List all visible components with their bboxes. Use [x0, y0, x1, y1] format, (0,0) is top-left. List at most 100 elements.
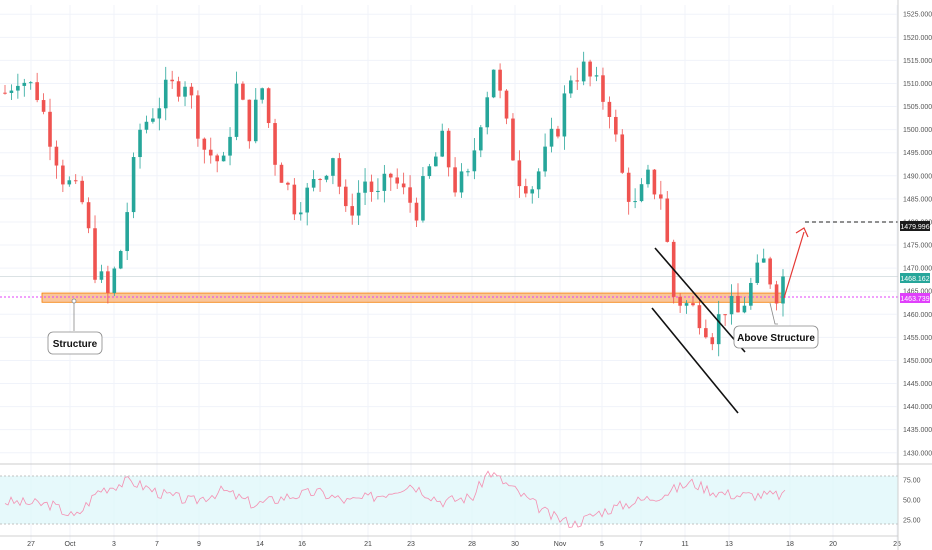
candle-body: [170, 79, 174, 82]
candle-body: [768, 258, 772, 285]
candle-body: [35, 82, 39, 101]
candle-body: [697, 305, 702, 329]
candle-body: [401, 183, 406, 188]
x-tick-label: 20: [829, 541, 837, 548]
candle-body: [279, 164, 284, 183]
candle-body: [80, 180, 84, 203]
candle-body: [54, 146, 59, 166]
candle-body: [620, 134, 625, 173]
oscillator-band: [0, 476, 898, 524]
candle-body: [16, 85, 20, 91]
y-tick-label: 1455.000: [903, 335, 932, 342]
candle-body: [234, 83, 239, 137]
x-tick-label: Nov: [554, 541, 567, 548]
x-tick-label: 14: [256, 541, 264, 548]
candle-body: [517, 160, 522, 187]
candle-body: [472, 150, 477, 172]
candle-body: [639, 184, 644, 202]
candle-body: [466, 171, 470, 173]
x-tick-label: 13: [725, 541, 733, 548]
candle-body: [331, 158, 335, 176]
candle-body: [144, 121, 149, 130]
y-tick-label: 1470.000: [903, 266, 932, 273]
candle-body: [594, 75, 599, 77]
above-structure-label: Above Structure: [737, 333, 815, 344]
candle-body: [260, 88, 264, 100]
y-tick-label: 1505.000: [903, 104, 932, 111]
x-tick-label: 23: [407, 541, 415, 548]
candle-body: [106, 271, 110, 293]
annotation-layer: [71, 221, 898, 414]
oscillator-line: [4, 470, 786, 528]
candle-body: [761, 258, 766, 263]
candle-body: [421, 176, 425, 221]
candle-body: [356, 192, 361, 216]
candle-body: [665, 198, 670, 242]
candle-body: [112, 268, 117, 293]
candle-body: [48, 111, 52, 147]
candle-body: [247, 99, 252, 142]
candle-body: [41, 100, 46, 112]
candle-body: [543, 146, 547, 172]
candle-body: [729, 295, 734, 315]
candle-body: [395, 177, 400, 184]
candle-body: [376, 190, 380, 192]
candle-body: [684, 303, 689, 306]
candle-body: [61, 165, 65, 185]
oscillator-tick-label: 50.00: [903, 498, 921, 505]
candle-body: [176, 81, 181, 97]
candle-body: [536, 171, 541, 190]
candle-body: [723, 314, 727, 316]
candle-body: [614, 116, 618, 135]
oscillator-pane: 75.00 50.00 25.00: [0, 470, 921, 528]
candle-body: [549, 128, 554, 147]
level-price-tag: 1463.739: [900, 293, 930, 303]
candle-body: [556, 128, 560, 137]
x-tick-label: 21: [364, 541, 372, 548]
candle-body: [343, 186, 348, 207]
candle-body: [414, 202, 419, 221]
channel-upper-line: [654, 247, 746, 353]
x-tick-label: 11: [681, 541, 688, 548]
candle-body: [749, 282, 753, 306]
candle-body: [215, 155, 219, 162]
candle-body: [369, 181, 374, 192]
above-structure-callout: Above Structure: [733, 302, 819, 349]
candle-body: [266, 88, 271, 124]
candle-body: [652, 169, 657, 195]
last-price-text: 1468.162: [900, 276, 929, 283]
candle-body: [581, 61, 586, 82]
structure-callout: Structure: [47, 303, 103, 355]
candle-body: [659, 194, 663, 199]
candle-body: [704, 328, 708, 338]
candle-body: [491, 69, 496, 98]
candle-body: [459, 171, 464, 193]
candle-body: [324, 175, 329, 180]
y-tick-label: 1450.000: [903, 358, 932, 365]
x-tick-label: Oct: [65, 541, 76, 548]
x-tick-label: 30: [511, 541, 519, 548]
candle-body: [569, 80, 573, 94]
structure-anchor-dot: [71, 298, 77, 304]
candle-body: [691, 303, 695, 306]
structure-label: Structure: [53, 339, 98, 350]
x-tick-label: 5: [600, 541, 604, 548]
target-price-text: 1479.996: [900, 224, 929, 231]
candle-body: [3, 92, 7, 94]
candle-body: [562, 93, 567, 137]
channel-lower-line: [651, 307, 739, 414]
y-tick-label: 1525.000: [903, 12, 932, 19]
candle-body: [28, 82, 33, 84]
candle-body: [601, 75, 605, 102]
x-tick-label: 18: [786, 541, 794, 548]
candle-body: [479, 127, 483, 151]
candle-body: [253, 99, 258, 142]
candle-body: [607, 101, 612, 117]
candle-body: [588, 61, 592, 77]
oscillator-tick-label: 75.00: [903, 478, 921, 485]
candle-body: [408, 187, 412, 203]
y-tick-label: 1510.000: [903, 81, 932, 88]
candle-body: [511, 118, 515, 161]
